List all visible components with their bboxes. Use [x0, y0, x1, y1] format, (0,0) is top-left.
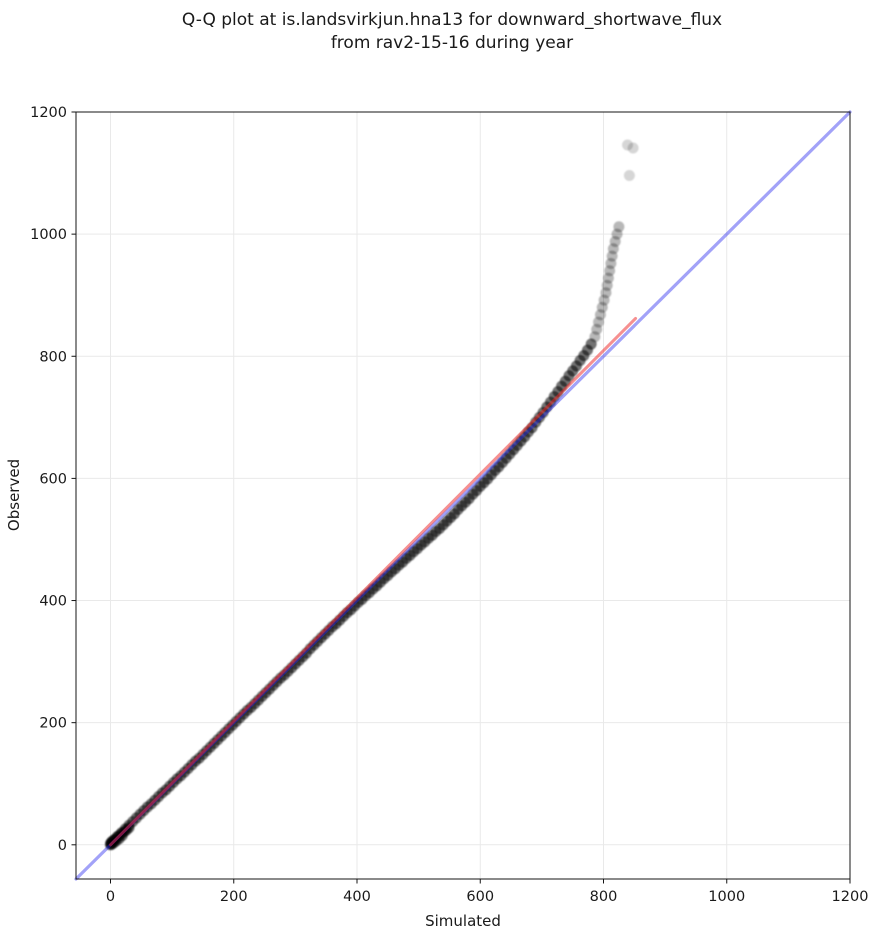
x-axis-label: Simulated [425, 912, 501, 930]
plot-area: 0 200 400 600 800 1000 1200 0 200 400 600 800 1000 12… [30, 105, 868, 905]
x-tick-label: 400 [343, 889, 371, 905]
x-tick-label: 800 [590, 889, 618, 905]
y-tick-label: 400 [39, 594, 67, 610]
y-axis-label: Observed [5, 459, 23, 531]
x-tick-label: 0 [106, 889, 115, 905]
x-tick-label: 600 [466, 889, 494, 905]
y-tick-label: 200 [39, 716, 67, 732]
y-tick-label: 0 [58, 838, 67, 854]
y-tick-label: 1200 [30, 105, 67, 121]
y-tick-label: 800 [39, 349, 67, 365]
y-tick-label: 1000 [30, 227, 67, 243]
scatter-outliers [622, 139, 639, 182]
plot-border [75, 111, 851, 880]
fit-line [109, 316, 638, 847]
x-tick-label: 200 [220, 889, 248, 905]
scatter-tail-chain [589, 221, 625, 343]
data-point [613, 221, 625, 233]
x-tick-label: 1000 [708, 889, 745, 905]
data-point [627, 142, 639, 154]
chart-title-line2: from rav2-15-16 during year [331, 33, 573, 53]
y-tick-label: 600 [39, 471, 67, 487]
chart-title-line1: Q-Q plot at is.landsvirkjun.hna13 for do… [182, 10, 722, 30]
data-point [623, 170, 635, 182]
x-tick-label: 1200 [832, 889, 869, 905]
